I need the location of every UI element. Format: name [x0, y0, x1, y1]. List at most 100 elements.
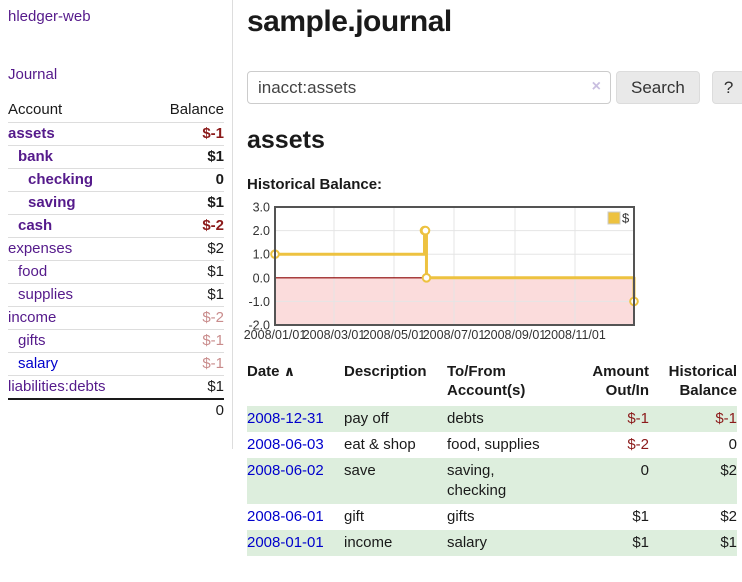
transaction-balance: 0 — [728, 436, 737, 453]
svg-text:2008/11/01: 2008/11/01 — [544, 328, 606, 342]
transaction-date-link[interactable]: 2008-06-02 — [247, 462, 324, 479]
svg-text:-1.0: -1.0 — [248, 295, 270, 309]
account-balance: $1 — [146, 191, 224, 215]
account-link[interactable]: saving — [28, 194, 76, 211]
accounts-table: Account Balance assets $-1 bank $1 check… — [8, 99, 224, 422]
account-row: saving $1 — [8, 191, 224, 215]
page-title: sample.journal — [247, 5, 452, 38]
transaction-balance: $1 — [720, 534, 737, 551]
transaction-description: eat & shop — [344, 436, 416, 453]
account-row: supplies $1 — [8, 283, 224, 307]
svg-text:2008/09/01: 2008/09/01 — [484, 328, 547, 342]
register-row: 2008-12-31 pay off debts $-1 $-1 — [247, 406, 737, 432]
account-link[interactable]: supplies — [18, 286, 74, 303]
account-row: salary $-1 — [8, 352, 224, 376]
transaction-date-link[interactable]: 2008-01-01 — [247, 534, 324, 551]
account-link[interactable]: expenses — [8, 240, 73, 257]
account-row: gifts $-1 — [8, 329, 224, 353]
accounts-header-account: Account — [8, 101, 63, 118]
accounts-total-row: 0 — [8, 398, 224, 422]
account-balance: $2 — [146, 237, 224, 261]
transaction-balance: $2 — [720, 462, 737, 479]
svg-text:2008/07/01: 2008/07/01 — [423, 328, 486, 342]
account-balance: $-2 — [146, 306, 224, 330]
transaction-description: gift — [344, 508, 365, 525]
chart-title: Historical Balance: — [247, 176, 383, 193]
search-input[interactable] — [247, 71, 611, 104]
sidebar-item-journal[interactable]: Journal — [8, 66, 58, 83]
transaction-balance: $-1 — [715, 410, 737, 427]
account-balance: $1 — [146, 260, 224, 284]
transaction-accounts: saving, checking — [447, 462, 507, 499]
svg-text:2.0: 2.0 — [253, 224, 270, 238]
svg-text:2008/03/01: 2008/03/01 — [303, 328, 366, 342]
account-row: assets $-1 — [8, 122, 224, 146]
account-row: liabilities:debts $1 — [8, 375, 224, 399]
account-link[interactable]: cash — [18, 217, 53, 234]
clear-search-icon[interactable]: × — [591, 78, 601, 95]
transaction-amount: $1 — [632, 534, 649, 551]
app-title-link[interactable]: hledger-web — [8, 8, 91, 25]
account-row: food $1 — [8, 260, 224, 284]
chart-svg: $3.0 2.0 1.0 0.0 -1.0 -2.02008/01/012008/03/0… — [244, 201, 639, 342]
account-row: income $-2 — [8, 306, 224, 330]
svg-text:1.0: 1.0 — [253, 248, 270, 262]
historical-balance-chart: $3.0 2.0 1.0 0.0 -1.0 -2.0 2008/01/01 2008/03/0… — [242, 198, 742, 342]
transaction-date-link[interactable]: 2008-06-01 — [247, 508, 324, 525]
register-row: 2008-06-01 gift gifts $1 $2 — [247, 504, 737, 530]
sidebar: hledger-web Journal Account Balance asse… — [0, 0, 233, 449]
transaction-amount: $1 — [632, 508, 649, 525]
register-header-description: Description — [344, 363, 427, 380]
search-button[interactable]: Search — [616, 71, 700, 104]
transaction-accounts: debts — [447, 410, 484, 427]
legend-label: $ — [622, 211, 630, 226]
svg-text:0.0: 0.0 — [253, 271, 270, 285]
transaction-date-link[interactable]: 2008-12-31 — [247, 410, 324, 427]
account-balance: $-1 — [146, 352, 224, 376]
transaction-accounts: food, supplies — [447, 436, 540, 453]
register-header-balance: Historical Balance — [668, 363, 737, 399]
account-link[interactable]: salary — [18, 355, 59, 372]
accounts-total-value: 0 — [146, 398, 224, 422]
svg-text:2008/05/01: 2008/05/01 — [363, 328, 426, 342]
account-link[interactable]: liabilities:debts — [8, 378, 106, 395]
account-balance: $1 — [146, 283, 224, 307]
accounts-header-balance: Balance — [169, 101, 224, 118]
register-header-accounts: To/From Account(s) — [447, 363, 526, 399]
search-form: × Search ? — [247, 71, 742, 104]
transaction-amount: 0 — [640, 462, 649, 479]
transaction-description: income — [344, 534, 393, 551]
search-box: × — [247, 71, 611, 104]
account-heading: assets — [247, 126, 325, 154]
account-link[interactable]: assets — [8, 125, 55, 142]
transaction-date-link[interactable]: 2008-06-03 — [247, 436, 324, 453]
account-balance: $1 — [146, 145, 224, 169]
register-row: 2008-06-03 eat & shop food, supplies $-2… — [247, 432, 737, 458]
transaction-balance: $2 — [720, 508, 737, 525]
account-link[interactable]: checking — [28, 171, 94, 188]
account-row: expenses $2 — [8, 237, 224, 261]
account-row: cash $-2 — [8, 214, 224, 238]
register-row: 2008-01-01 income salary $1 $1 — [247, 530, 737, 556]
transaction-amount: $-1 — [627, 410, 649, 427]
transaction-accounts: gifts — [447, 508, 475, 525]
account-balance: $-1 — [146, 329, 224, 353]
account-balance: $-1 — [146, 122, 224, 146]
register-rows: 2008-12-31 pay off debts $-1 $-1 2008-06… — [247, 406, 737, 556]
svg-text:3.0: 3.0 — [253, 201, 270, 215]
transaction-accounts: salary — [447, 534, 488, 551]
account-link[interactable]: income — [8, 309, 57, 326]
transaction-description: save — [344, 462, 376, 479]
account-balance: $-2 — [146, 214, 224, 238]
account-link[interactable]: food — [18, 263, 48, 280]
account-link[interactable]: gifts — [18, 332, 46, 349]
help-button[interactable]: ? — [711, 71, 742, 104]
account-row: bank $1 — [8, 145, 224, 169]
account-balance: 0 — [146, 168, 224, 192]
account-row: checking 0 — [8, 168, 224, 192]
register-header-date[interactable]: Date ∧ — [247, 363, 296, 380]
sort-ascending-icon: ∧ — [283, 363, 296, 379]
account-link[interactable]: bank — [18, 148, 54, 165]
transaction-description: pay off — [344, 410, 389, 427]
